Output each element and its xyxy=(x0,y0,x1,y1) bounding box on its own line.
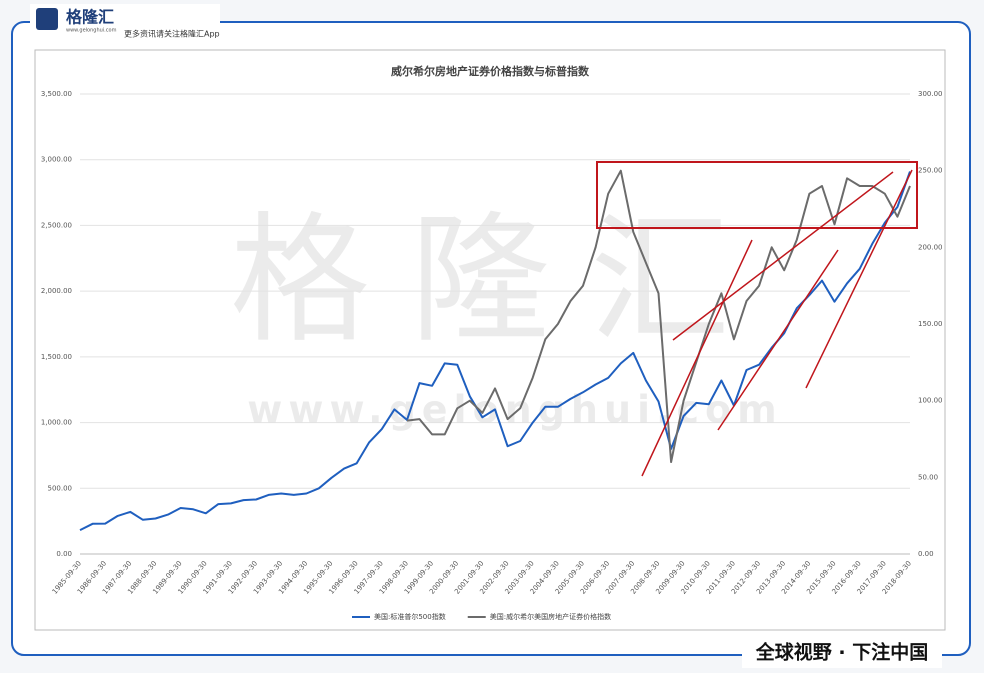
trend-line xyxy=(717,249,839,431)
trend-line xyxy=(641,239,753,477)
y-tick-label: 500.00 xyxy=(48,484,73,492)
watermark: 格隆汇 xyxy=(230,200,770,363)
y2-tick-label: 100.00 xyxy=(918,397,943,405)
y2-tick-label: 0.00 xyxy=(918,550,934,558)
legend-label: 美国:威尔希尔美国房地产证券价格指数 xyxy=(490,612,611,621)
highlight-box xyxy=(596,161,918,229)
brand-site: www.gelonghui.com xyxy=(66,28,117,34)
y-tick-label: 0.00 xyxy=(56,550,72,558)
chart-title: 威尔希尔房地产证券价格指数与标普指数 xyxy=(391,64,590,78)
y2-tick-label: 50.00 xyxy=(918,473,938,481)
y-tick-label: 2,500.00 xyxy=(41,221,72,229)
legend-label: 美国:标准普尔500指数 xyxy=(374,612,446,621)
y2-tick-label: 150.00 xyxy=(918,320,943,328)
y-tick-label: 3,500.00 xyxy=(41,90,72,98)
series-line xyxy=(79,171,911,531)
chart-box xyxy=(34,49,946,631)
logo-bg xyxy=(30,4,220,40)
trend-line xyxy=(672,171,894,341)
slogan: 全球视野 · 下注中国 xyxy=(755,641,928,664)
annotations xyxy=(596,161,918,477)
watermark-site: www.gelonghui.com xyxy=(247,388,782,432)
y-tick-label: 3,000.00 xyxy=(41,156,72,164)
y2-tick-label: 200.00 xyxy=(918,243,943,251)
y-tick-label: 1,500.00 xyxy=(41,353,72,361)
trend-line xyxy=(805,169,913,389)
logo-icon xyxy=(36,8,58,30)
y2-tick-label: 250.00 xyxy=(918,167,943,175)
brand-name: 格隆汇 xyxy=(66,8,114,27)
y-tick-label: 2,000.00 xyxy=(41,287,72,295)
brand-tagline: 更多资讯请关注格隆汇App xyxy=(124,29,220,39)
y-tick-label: 1,000.00 xyxy=(41,419,72,427)
y2-tick-label: 300.00 xyxy=(918,90,943,98)
series-line xyxy=(406,169,911,463)
slogan-bg xyxy=(742,638,942,668)
